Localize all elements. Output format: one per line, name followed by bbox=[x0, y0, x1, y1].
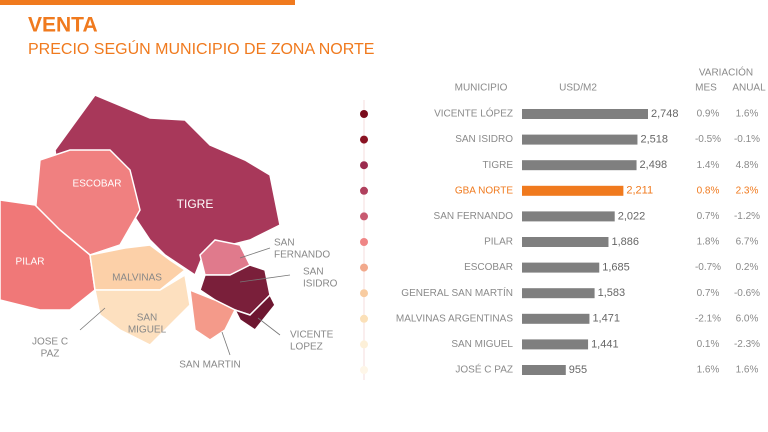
header-bar bbox=[0, 0, 295, 5]
bar bbox=[522, 339, 589, 350]
map-label: VICENTE bbox=[290, 330, 334, 341]
anual-value: -0.1% bbox=[734, 134, 760, 145]
mes-value: 1.6% bbox=[697, 365, 720, 376]
bar bbox=[522, 109, 648, 119]
anual-value: 0.2% bbox=[736, 262, 759, 273]
category-label: MALVINAS ARGENTINAS bbox=[396, 313, 513, 324]
value-label: 2,022 bbox=[618, 210, 646, 222]
mes-value: 0.7% bbox=[697, 211, 720, 222]
anual-value: 2.3% bbox=[736, 185, 759, 196]
mes-value: 0.8% bbox=[697, 185, 720, 196]
map-label: JOSE C bbox=[32, 337, 68, 348]
mes-value: 0.9% bbox=[697, 109, 720, 120]
row-dot bbox=[360, 212, 368, 221]
category-label: ESCOBAR bbox=[464, 262, 513, 273]
category-label: SAN ISIDRO bbox=[455, 134, 513, 145]
mes-value: 0.1% bbox=[697, 339, 720, 350]
value-label: 2,211 bbox=[626, 185, 653, 197]
san-miguel-area bbox=[94, 273, 191, 346]
header-mes: MES bbox=[695, 83, 717, 94]
map-pointers bbox=[79, 247, 291, 356]
title: VENTA bbox=[28, 14, 98, 37]
header-variacion: VARIACIÓN bbox=[699, 66, 753, 79]
anual-value: -0.6% bbox=[734, 288, 760, 299]
bar bbox=[522, 211, 615, 222]
san-martin-area bbox=[189, 288, 237, 341]
map-label: SAN bbox=[137, 313, 158, 324]
row-dot bbox=[360, 289, 368, 298]
map-label: PAZ bbox=[41, 349, 60, 360]
value-label: 1,471 bbox=[592, 313, 620, 325]
map-label: LOPEZ bbox=[290, 342, 323, 353]
value-label: 1,583 bbox=[598, 287, 626, 299]
category-label: TIGRE bbox=[482, 160, 513, 171]
anual-value: 6.7% bbox=[736, 237, 759, 248]
row-dot bbox=[360, 366, 368, 374]
row-dot bbox=[360, 238, 368, 246]
category-label: GBA NORTE bbox=[455, 185, 513, 196]
bar bbox=[522, 185, 624, 196]
bar bbox=[522, 237, 609, 247]
map-label: MALVINAS bbox=[112, 273, 162, 284]
mes-value: 1.4% bbox=[697, 160, 720, 171]
value-label: 1,441 bbox=[591, 338, 619, 350]
value-label: 2,748 bbox=[651, 108, 679, 120]
row-dot bbox=[360, 110, 368, 118]
vicente-lopez-area bbox=[233, 293, 276, 332]
value-label: 1,685 bbox=[602, 262, 630, 274]
category-label: VICENTE LÓPEZ bbox=[434, 107, 513, 120]
row-dot bbox=[360, 186, 368, 195]
map-label: ISIDRO bbox=[303, 279, 338, 290]
row-dot bbox=[360, 135, 368, 144]
map-label: ESCOBAR bbox=[73, 179, 122, 190]
value-label: 1,886 bbox=[611, 236, 639, 248]
map-label: MIGUEL bbox=[128, 325, 167, 336]
map-label: FERNANDO bbox=[274, 250, 330, 261]
mes-value: 0.7% bbox=[697, 288, 720, 299]
mes-value: 1.8% bbox=[697, 237, 720, 248]
map-label: SAN MARTIN bbox=[179, 360, 241, 371]
row-dot bbox=[360, 263, 368, 272]
category-label: PILAR bbox=[484, 237, 513, 248]
category-label: JOSÉ C PAZ bbox=[455, 363, 513, 376]
bar bbox=[522, 365, 566, 375]
anual-value: 4.8% bbox=[736, 160, 759, 171]
header-usd: USD/M2 bbox=[559, 83, 597, 94]
anual-value: -2.3% bbox=[734, 339, 760, 350]
row-dot bbox=[360, 161, 368, 170]
bar bbox=[522, 313, 590, 324]
bar bbox=[522, 134, 638, 145]
mes-value: -0.7% bbox=[695, 262, 721, 273]
map-label: PILAR bbox=[16, 257, 45, 268]
subtitle: PRECIO SEGÚN MUNICIPIO DE ZONA NORTE bbox=[28, 39, 374, 58]
map-label: SAN bbox=[303, 267, 324, 278]
value-label: 2,498 bbox=[640, 159, 668, 171]
mes-value: -2.1% bbox=[695, 313, 721, 324]
bar bbox=[522, 262, 600, 273]
header-municipio: MUNICIPIO bbox=[455, 83, 508, 94]
bar bbox=[522, 288, 595, 299]
value-label: 955 bbox=[569, 364, 587, 376]
category-label: GENERAL SAN MARTÍN bbox=[401, 286, 513, 299]
bar bbox=[522, 160, 637, 171]
anual-value: -1.2% bbox=[734, 211, 760, 222]
header-anual: ANUAL bbox=[732, 83, 766, 94]
anual-value: 1.6% bbox=[736, 109, 759, 120]
map-label: SAN bbox=[274, 238, 295, 249]
row-dot bbox=[360, 340, 368, 349]
anual-value: 1.6% bbox=[736, 365, 759, 376]
map-label: TIGRE bbox=[177, 197, 214, 211]
value-label: 2,518 bbox=[640, 134, 668, 146]
category-label: SAN FERNANDO bbox=[434, 211, 514, 222]
category-label: SAN MIGUEL bbox=[451, 339, 513, 350]
mes-value: -0.5% bbox=[695, 134, 721, 145]
map bbox=[0, 94, 281, 346]
anual-value: 6.0% bbox=[736, 313, 759, 324]
row-dot bbox=[360, 314, 368, 323]
